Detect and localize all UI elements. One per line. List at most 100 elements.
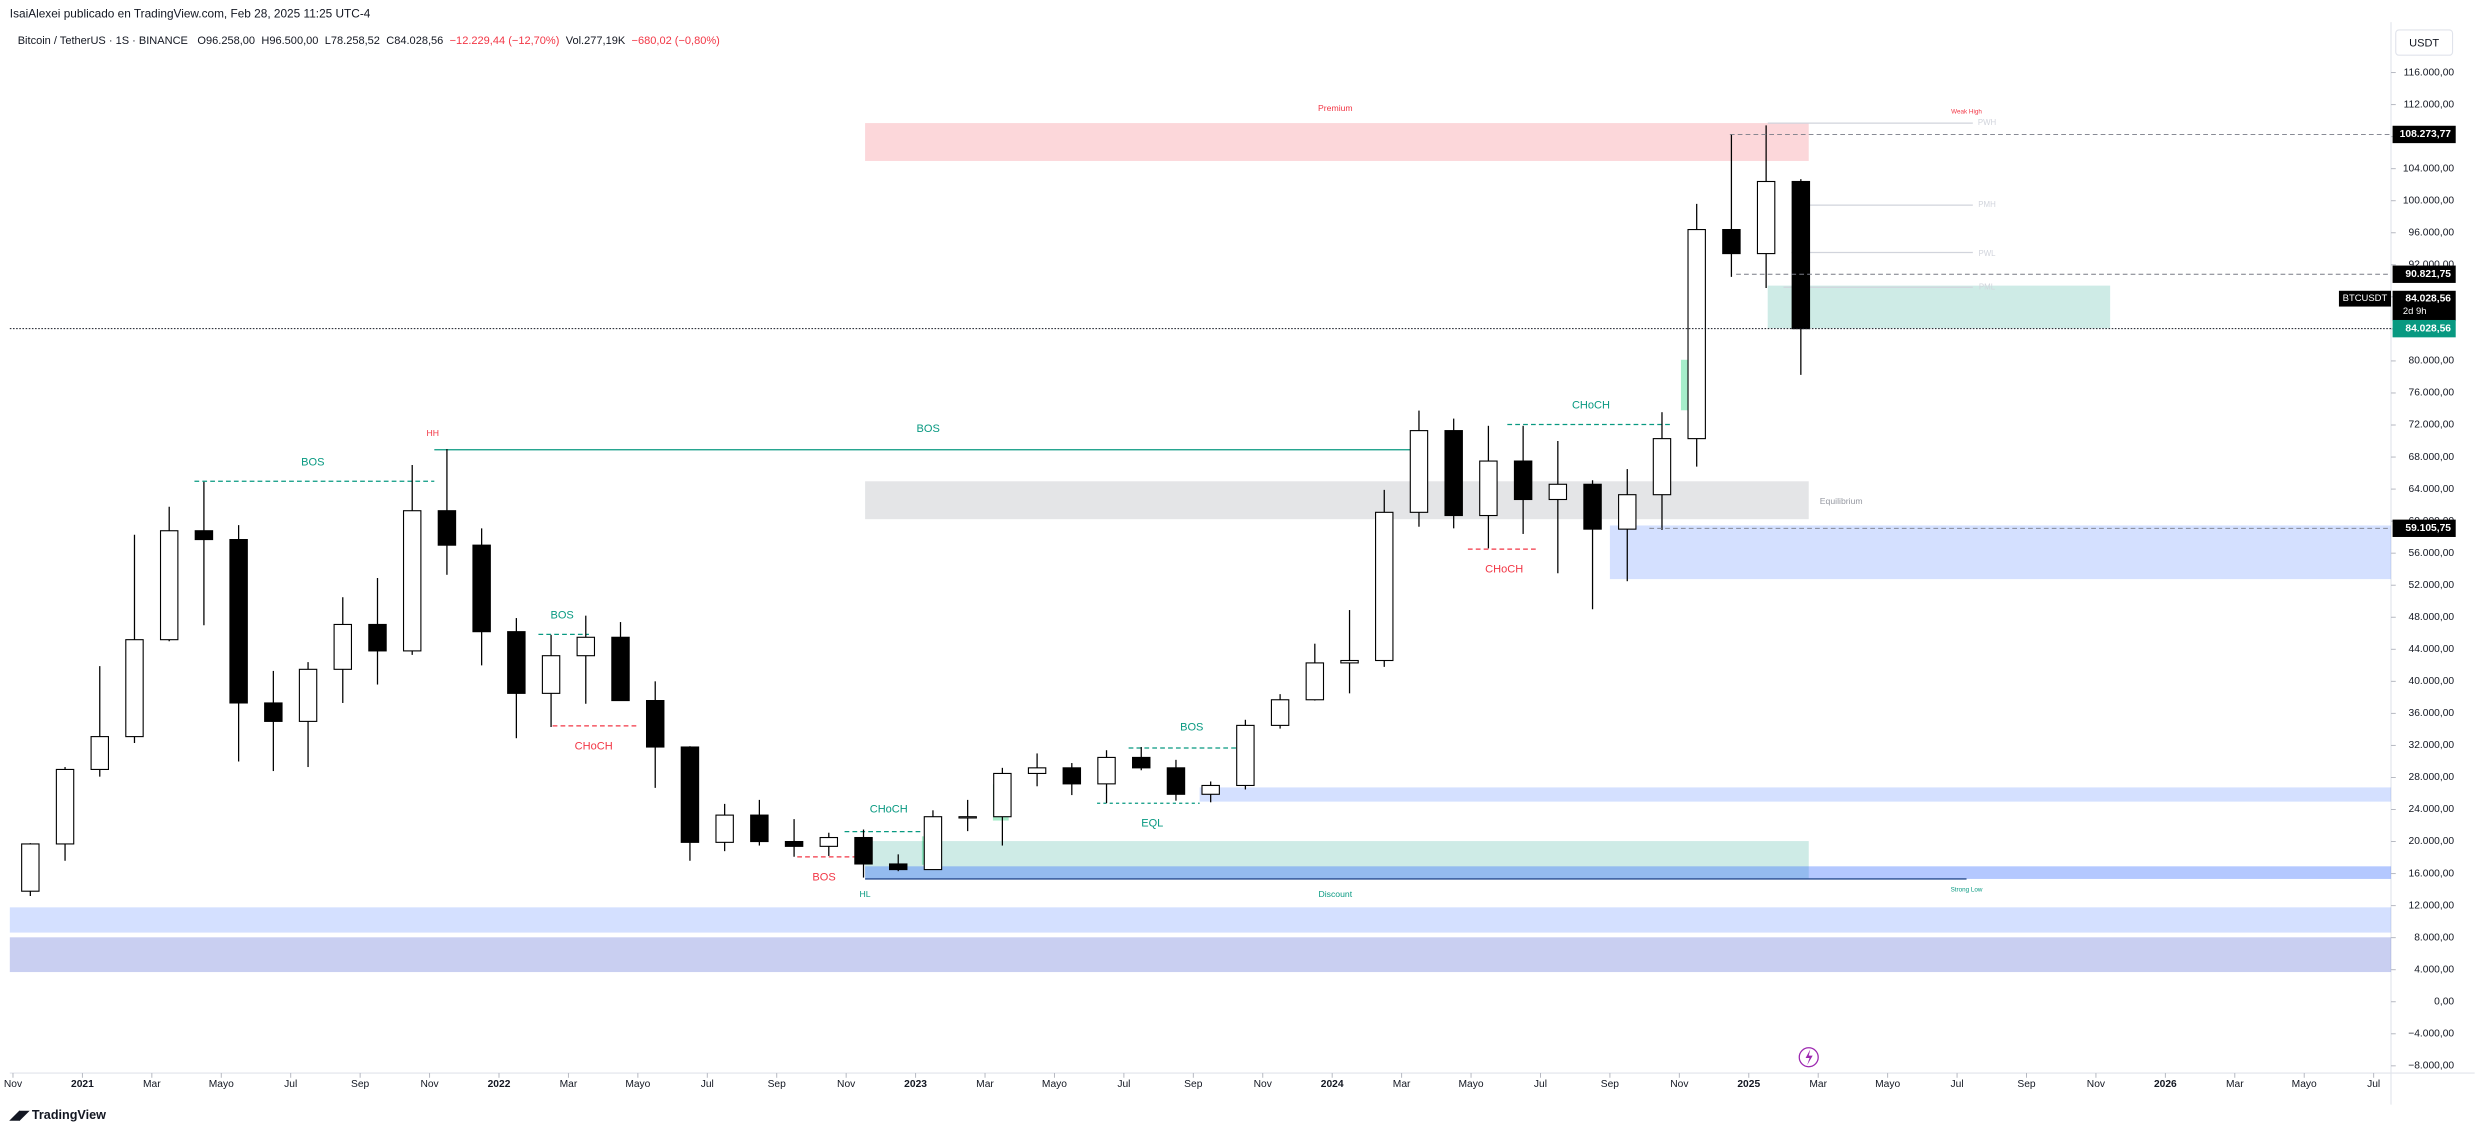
x-tick-label: Nov bbox=[4, 1079, 23, 1090]
candle-body bbox=[1062, 767, 1082, 785]
x-tick-label: Mar bbox=[976, 1079, 994, 1090]
candle-body bbox=[1166, 767, 1186, 795]
x-tick-label: Mayo bbox=[625, 1079, 650, 1090]
y-tick-label: 112.000,00 bbox=[2404, 99, 2455, 110]
y-tick-label: 52.000,00 bbox=[2409, 580, 2455, 591]
legend-item: Bitcoin / TetherUS · 1S · BINANCE bbox=[18, 35, 188, 47]
y-tick-label: 100.000,00 bbox=[2403, 195, 2455, 206]
x-tick-label: Nov bbox=[1254, 1079, 1273, 1090]
candle-body bbox=[1618, 494, 1637, 530]
annotations: Premium Weak High PWH PMH PWL PML HH BOS… bbox=[301, 103, 1996, 899]
y-tick-label: 48.000,00 bbox=[2409, 612, 2455, 623]
alert-icon[interactable] bbox=[1798, 1047, 1819, 1068]
footer-mark: ◢◤ bbox=[9, 1108, 31, 1122]
legend-item: L78.258,52 bbox=[325, 35, 380, 47]
alert-icon-bolt bbox=[1805, 1049, 1813, 1066]
y-tick-label: 12.000,00 bbox=[2409, 900, 2455, 911]
candle-body bbox=[1236, 724, 1255, 787]
candle-body bbox=[576, 636, 596, 657]
y-tick-label: −8.000,00 bbox=[2408, 1061, 2454, 1072]
y-tick-label: 92.000,00 bbox=[2409, 260, 2455, 271]
annotation: BOS bbox=[812, 871, 835, 883]
symbol-label: BTCUSDT bbox=[2343, 293, 2388, 304]
candle-body bbox=[1687, 229, 1706, 440]
candles bbox=[21, 125, 1811, 897]
price-label: 90.821,75 bbox=[2405, 269, 2451, 280]
y-tick-label: 104.000,00 bbox=[2403, 163, 2455, 174]
candle-body bbox=[715, 814, 734, 843]
x-tick-label: Mayo bbox=[1459, 1079, 1484, 1090]
price-box bbox=[2392, 265, 2456, 283]
candle-body bbox=[229, 539, 248, 704]
candle-body bbox=[437, 510, 457, 546]
order-block bbox=[865, 866, 2392, 879]
price-label: 84.028,56 bbox=[2405, 293, 2451, 304]
annotation: PWL bbox=[1979, 249, 1997, 258]
x-tick-label: Sep bbox=[1601, 1079, 1620, 1090]
y-tick-label: 56.000,00 bbox=[2409, 548, 2455, 559]
candle-body bbox=[1791, 180, 1811, 330]
annotation: CHoCH bbox=[870, 803, 908, 815]
candle-body bbox=[1097, 756, 1116, 785]
legend-item: C84.028,56 bbox=[386, 35, 443, 47]
candle-body bbox=[1201, 784, 1220, 795]
price-box bbox=[2392, 319, 2456, 338]
y-tick-label: 8.000,00 bbox=[2414, 932, 2454, 943]
y-tick-label: 116.000,00 bbox=[2404, 67, 2455, 78]
x-tick-label: Jul bbox=[1951, 1079, 1964, 1090]
order-block bbox=[1609, 525, 2392, 580]
x-tick-label: Jul bbox=[701, 1079, 714, 1090]
y-tick-label: 0,00 bbox=[2434, 996, 2454, 1007]
y-tick-label: 16.000,00 bbox=[2409, 868, 2455, 879]
x-tick-label: Mayo bbox=[2292, 1079, 2317, 1090]
annotation: CHoCH bbox=[1485, 564, 1523, 576]
candle-body bbox=[264, 702, 283, 722]
fvg-zone bbox=[1767, 285, 2111, 329]
candle-body bbox=[159, 530, 179, 641]
order-block bbox=[9, 937, 2392, 973]
annotation: BOS bbox=[917, 423, 940, 435]
currency-box bbox=[2395, 29, 2454, 56]
x-tick-label: Nov bbox=[1670, 1079, 1689, 1090]
candle-body bbox=[1444, 430, 1463, 517]
annotation: CHoCH bbox=[1572, 399, 1610, 411]
x-tick-label: 2022 bbox=[488, 1079, 511, 1090]
price-label: 84.028,56 bbox=[2405, 323, 2451, 334]
annotation: BOS bbox=[301, 456, 324, 468]
annotation: BOS bbox=[550, 609, 573, 621]
y-tick-label: 32.000,00 bbox=[2409, 740, 2455, 751]
footer-logo: TradingView bbox=[32, 1108, 106, 1122]
candle-body bbox=[1652, 438, 1672, 496]
candle-body bbox=[368, 623, 387, 652]
candle-body bbox=[298, 668, 318, 722]
annotation: Equilibrium bbox=[1820, 496, 1863, 506]
y-tick-label: 80.000,00 bbox=[2409, 356, 2455, 367]
candle-body bbox=[21, 843, 40, 892]
x-tick-label: Sep bbox=[768, 1079, 787, 1090]
y-tick-label: 64.000,00 bbox=[2409, 484, 2455, 495]
x-tick-label: 2026 bbox=[2154, 1079, 2177, 1090]
currency: USDT bbox=[2409, 37, 2439, 49]
price-box bbox=[2392, 125, 2456, 144]
countdown: 2d 9h bbox=[2403, 306, 2427, 317]
x-tick-label: Nov bbox=[837, 1079, 856, 1090]
candle-body bbox=[507, 631, 526, 694]
candle-body bbox=[750, 814, 769, 843]
x-tick-label: Nov bbox=[2087, 1079, 2106, 1090]
candle-body bbox=[1756, 180, 1776, 255]
y-tick-label: 4.000,00 bbox=[2414, 964, 2454, 975]
candle-body bbox=[541, 655, 561, 694]
annotation: Strong Low bbox=[1951, 887, 1983, 894]
candle-body bbox=[1409, 430, 1429, 513]
candle-body bbox=[611, 636, 630, 702]
x-tick-label: 2024 bbox=[1321, 1079, 1344, 1090]
x-tick-label: Sep bbox=[351, 1079, 370, 1090]
x-tick-label: 2023 bbox=[904, 1079, 927, 1090]
annotation: PML bbox=[1979, 282, 1996, 291]
candle-body bbox=[1270, 699, 1290, 726]
candle-body bbox=[55, 768, 75, 845]
legend-item: −680,02 (−0,80%) bbox=[632, 35, 720, 47]
x-tick-label: Jul bbox=[2367, 1079, 2380, 1090]
x-tick-label: Mayo bbox=[209, 1079, 234, 1090]
price-label: 59.105,75 bbox=[2405, 523, 2451, 534]
